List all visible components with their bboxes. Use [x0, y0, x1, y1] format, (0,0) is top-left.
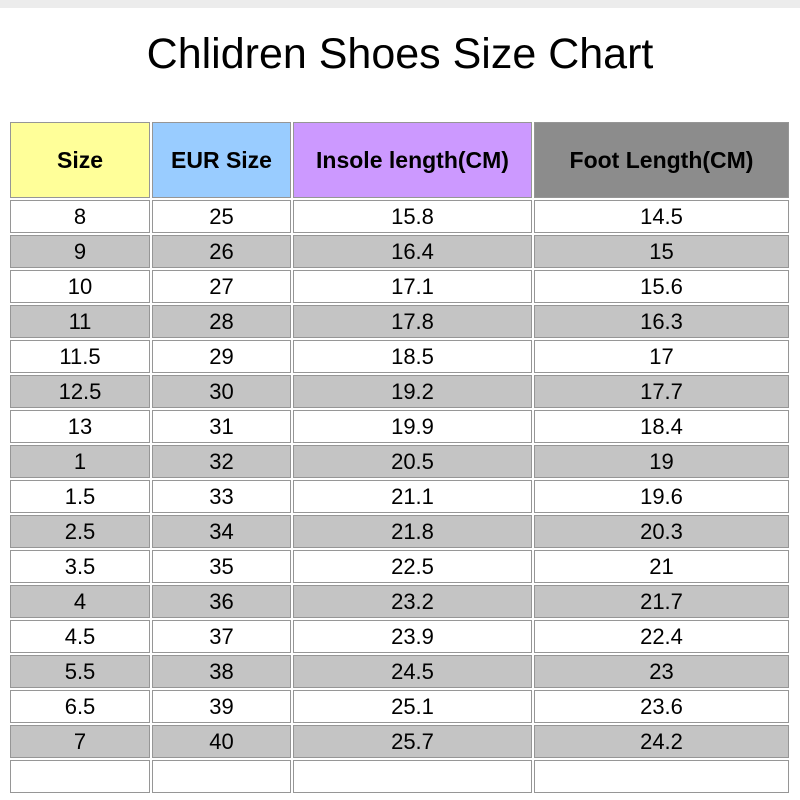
table-cell: 32: [152, 445, 291, 478]
table-cell: 31: [152, 410, 291, 443]
table-cell: 27: [152, 270, 291, 303]
table-cell: 19.6: [534, 480, 789, 513]
table-cell: 23.9: [293, 620, 532, 653]
table-cell: 11.5: [10, 340, 150, 373]
table-cell: 4: [10, 585, 150, 618]
table-cell: 38: [152, 655, 291, 688]
table-cell: 17.8: [293, 305, 532, 338]
table-row: 1.5 33 21.1 19.6: [10, 480, 789, 513]
table-cell: 28: [152, 305, 291, 338]
top-bar: [0, 0, 800, 8]
table-cell: 13: [10, 410, 150, 443]
table-row: 12.5 30 19.2 17.7: [10, 375, 789, 408]
table-cell: [534, 760, 789, 793]
table-cell: 40: [152, 725, 291, 758]
table-cell: 29: [152, 340, 291, 373]
table-row: 3.5 35 22.5 21: [10, 550, 789, 583]
size-chart-table: Size EUR Size Insole length(CM) Foot Len…: [8, 120, 791, 795]
column-header-insole-length: Insole length(CM): [293, 122, 532, 198]
table-cell: 19.9: [293, 410, 532, 443]
table-cell: 34: [152, 515, 291, 548]
table-cell: 23: [534, 655, 789, 688]
table-row: 11 28 17.8 16.3: [10, 305, 789, 338]
table-row: 1 32 20.5 19: [10, 445, 789, 478]
table-cell: 12.5: [10, 375, 150, 408]
table-row: [10, 760, 789, 793]
table-cell: 17.1: [293, 270, 532, 303]
table-cell: 24.5: [293, 655, 532, 688]
table-cell: 20.3: [534, 515, 789, 548]
table-cell: 7: [10, 725, 150, 758]
table-cell: 23.6: [534, 690, 789, 723]
table-cell: 19.2: [293, 375, 532, 408]
table-cell: 15.8: [293, 200, 532, 233]
table-cell: 15.6: [534, 270, 789, 303]
table-cell: 21.1: [293, 480, 532, 513]
table-cell: 22.4: [534, 620, 789, 653]
table-cell: 4.5: [10, 620, 150, 653]
table-cell: 17: [534, 340, 789, 373]
table-cell: 25: [152, 200, 291, 233]
table-cell: 25.7: [293, 725, 532, 758]
table-cell: 15: [534, 235, 789, 268]
table-cell: 1.5: [10, 480, 150, 513]
column-header-eur-size: EUR Size: [152, 122, 291, 198]
table-cell: [10, 760, 150, 793]
table-cell: 8: [10, 200, 150, 233]
table-row: 4.5 37 23.9 22.4: [10, 620, 789, 653]
table-cell: 5.5: [10, 655, 150, 688]
table-cell: 30: [152, 375, 291, 408]
table-row: 13 31 19.9 18.4: [10, 410, 789, 443]
table-cell: 21.7: [534, 585, 789, 618]
table-cell: 11: [10, 305, 150, 338]
table-cell: 18.5: [293, 340, 532, 373]
table-row: 2.5 34 21.8 20.3: [10, 515, 789, 548]
table-body: 8 25 15.8 14.5 9 26 16.4 15 10 27 17.1 15.6 11 28 17.8…: [10, 200, 789, 793]
table-cell: 2.5: [10, 515, 150, 548]
table-cell: 16.3: [534, 305, 789, 338]
column-header-size: Size: [10, 122, 150, 198]
table-cell: [152, 760, 291, 793]
table-cell: 35: [152, 550, 291, 583]
table-row: 5.5 38 24.5 23: [10, 655, 789, 688]
table-cell: 24.2: [534, 725, 789, 758]
table-cell: 9: [10, 235, 150, 268]
table-row: 11.5 29 18.5 17: [10, 340, 789, 373]
table-row: 10 27 17.1 15.6: [10, 270, 789, 303]
table-cell: 14.5: [534, 200, 789, 233]
table-cell: 21.8: [293, 515, 532, 548]
table-row: 4 36 23.2 21.7: [10, 585, 789, 618]
table-cell: 10: [10, 270, 150, 303]
table-cell: 1: [10, 445, 150, 478]
table-cell: 21: [534, 550, 789, 583]
table-cell: 26: [152, 235, 291, 268]
table-cell: 20.5: [293, 445, 532, 478]
table-cell: 6.5: [10, 690, 150, 723]
column-header-foot-length: Foot Length(CM): [534, 122, 789, 198]
table-row: 7 40 25.7 24.2: [10, 725, 789, 758]
table-cell: 19: [534, 445, 789, 478]
table-row: 6.5 39 25.1 23.6: [10, 690, 789, 723]
table-row: 8 25 15.8 14.5: [10, 200, 789, 233]
table-cell: 3.5: [10, 550, 150, 583]
table-cell: 33: [152, 480, 291, 513]
table-cell: 16.4: [293, 235, 532, 268]
table-cell: 37: [152, 620, 291, 653]
table-cell: [293, 760, 532, 793]
table-cell: 17.7: [534, 375, 789, 408]
table-row: 9 26 16.4 15: [10, 235, 789, 268]
page-title: Chlidren Shoes Size Chart: [146, 30, 654, 78]
table-cell: 25.1: [293, 690, 532, 723]
table-cell: 23.2: [293, 585, 532, 618]
header-row: Size EUR Size Insole length(CM) Foot Len…: [10, 122, 789, 198]
table-cell: 39: [152, 690, 291, 723]
table-cell: 18.4: [534, 410, 789, 443]
table-cell: 36: [152, 585, 291, 618]
table-cell: 22.5: [293, 550, 532, 583]
